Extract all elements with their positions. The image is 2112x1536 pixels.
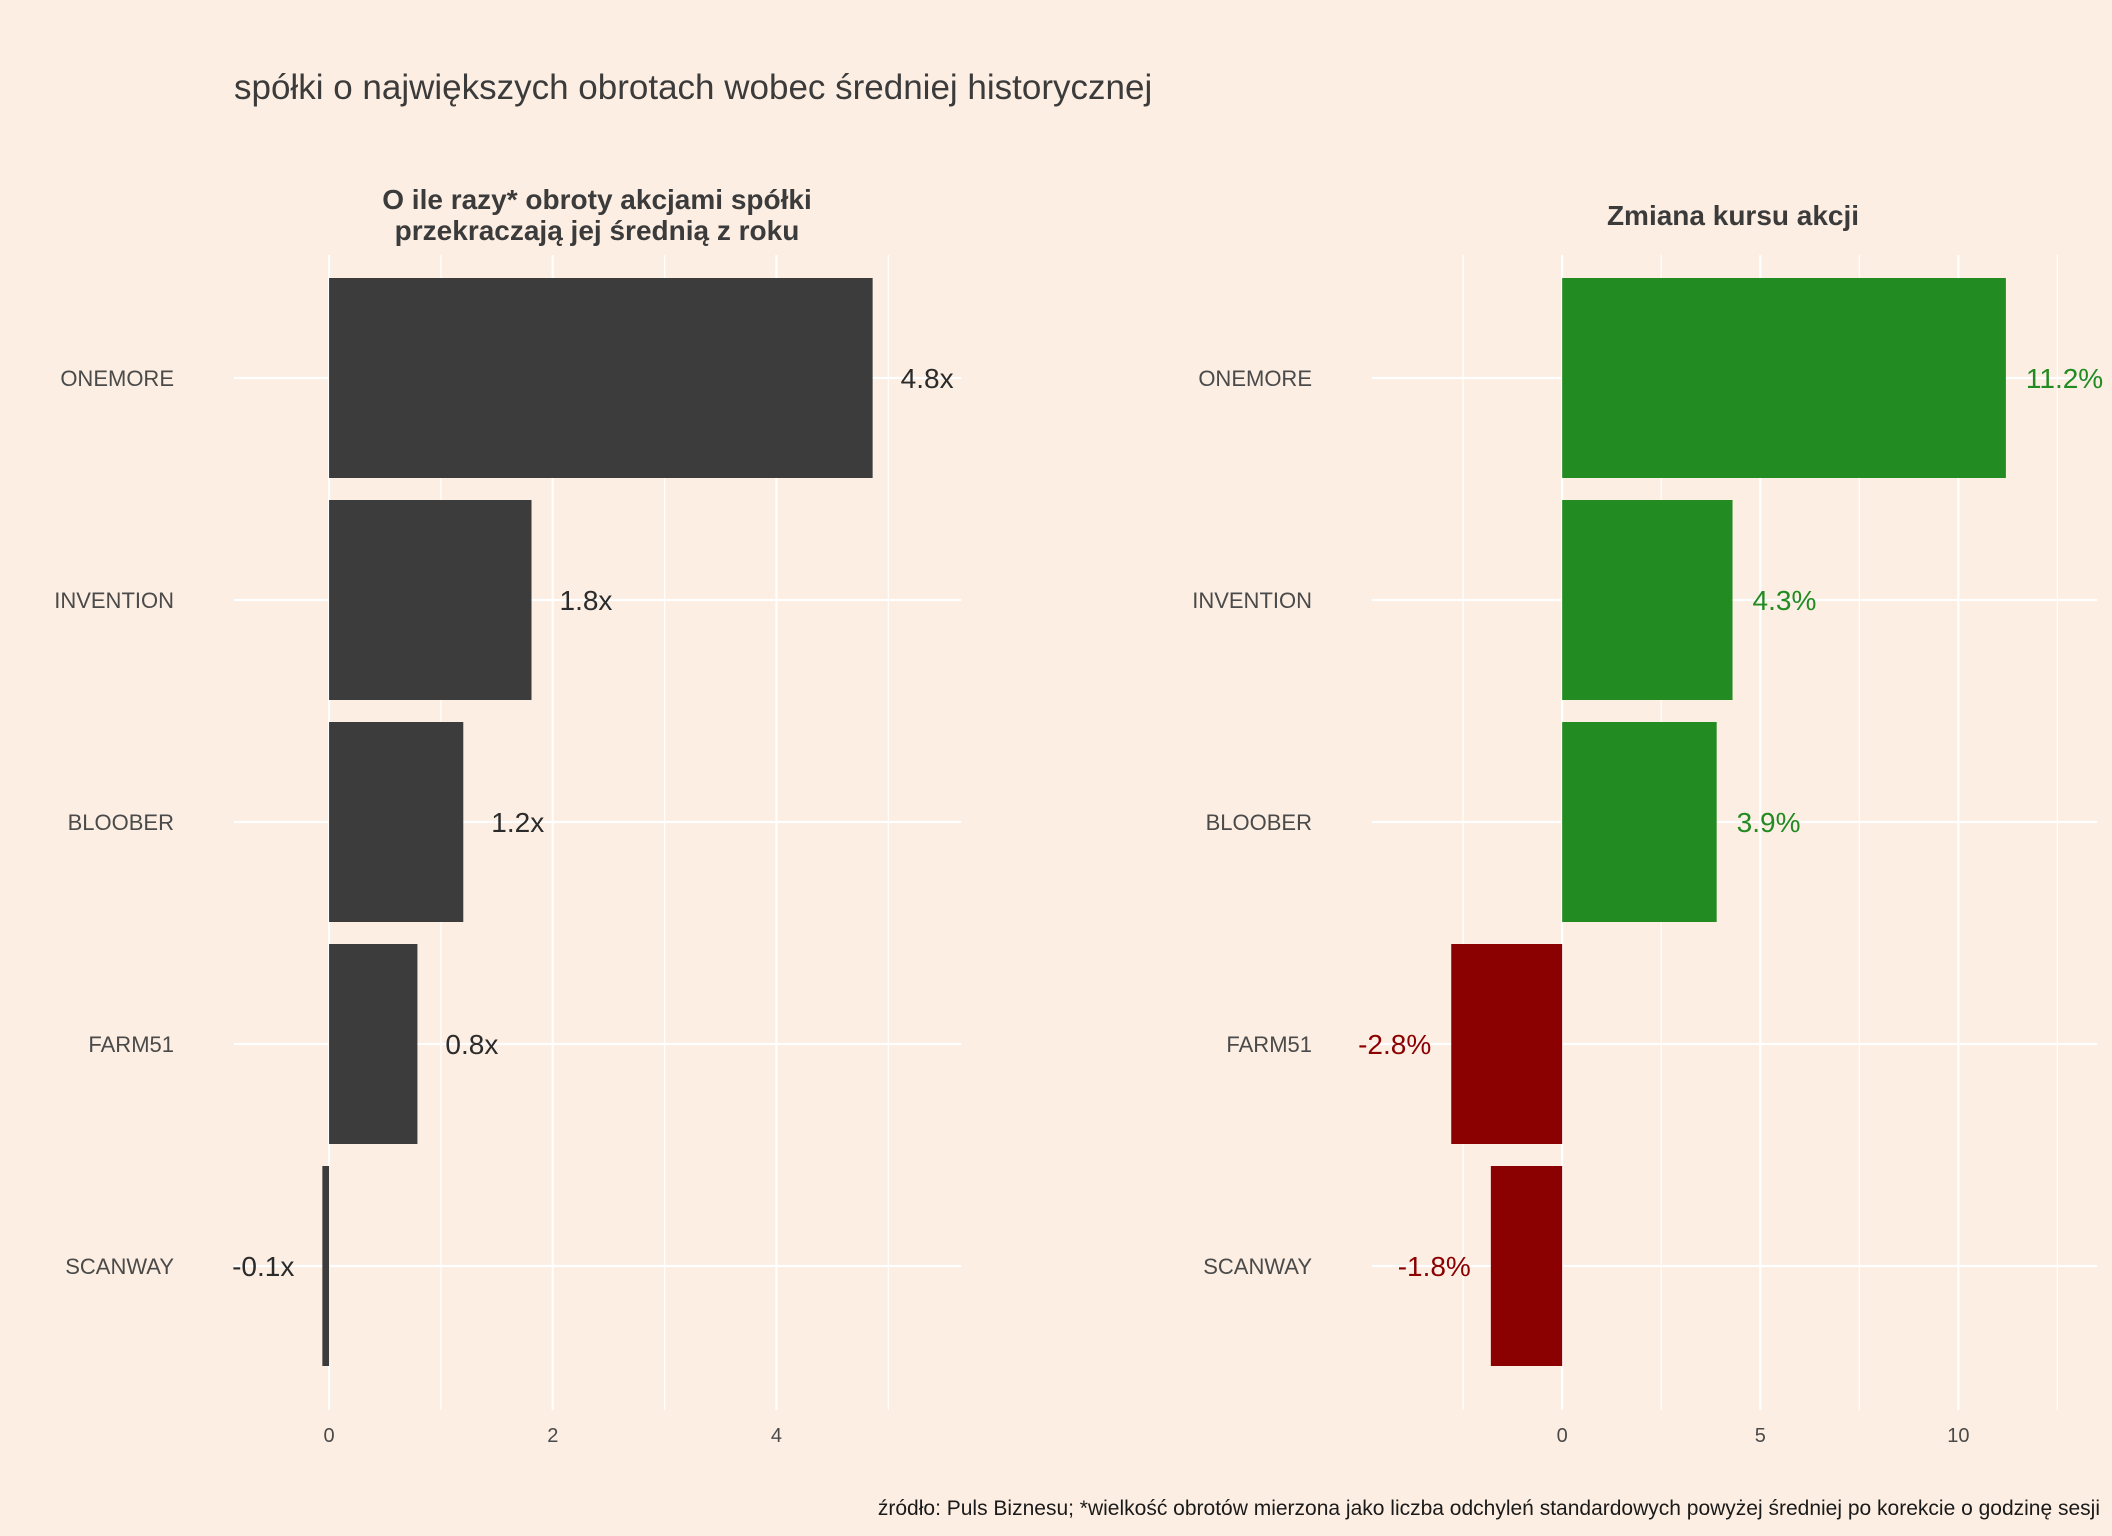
price-change-category-label-bloober: BLOOBER [1206, 810, 1312, 835]
turnover-bar-bloober [329, 722, 464, 922]
turnover-tick-label: 4 [771, 1425, 782, 1447]
price-change-category-label-invention: INVENTION [1192, 588, 1312, 613]
price-change-tick-label: 0 [1557, 1425, 1568, 1447]
turnover-value-label-farm51: 0.8x [445, 1029, 498, 1060]
turnover-panel-title-line-2: przekraczają jej średnią z roku [395, 215, 800, 246]
turnover-panel: O ile razy* obroty akcjami spółki przekr… [54, 184, 961, 1447]
turnover-tick-label: 0 [324, 1425, 335, 1447]
turnover-category-label-scanway: SCANWAY [65, 1254, 174, 1279]
price-change-bar-scanway [1490, 1166, 1563, 1366]
price-change-bar-bloober [1562, 722, 1717, 922]
turnover-category-label-onemore: ONEMORE [60, 366, 174, 391]
turnover-category-label-farm51: FARM51 [88, 1032, 174, 1057]
source-caption: źródło: Puls Biznesu; *wielkość obrotów … [878, 1497, 2100, 1520]
price-change-category-label-farm51: FARM51 [1226, 1032, 1312, 1057]
price-change-value-label-farm51: -2.8% [1358, 1029, 1431, 1060]
turnover-bar-invention [329, 500, 532, 700]
turnover-tick-label: 2 [547, 1425, 558, 1447]
turnover-panel-title-line-1: O ile razy* obroty akcjami spółki [382, 184, 812, 215]
turnover-bar-farm51 [329, 944, 418, 1144]
price-change-value-label-onemore: 11.2% [2026, 363, 2103, 394]
turnover-value-label-onemore: 4.8x [901, 363, 954, 394]
turnover-category-label-bloober: BLOOBER [68, 810, 174, 835]
price-change-category-label-scanway: SCANWAY [1203, 1254, 1312, 1279]
price-change-value-label-scanway: -1.8% [1398, 1251, 1471, 1282]
price-change-value-label-invention: 4.3% [1753, 585, 1817, 616]
price-change-bar-onemore [1562, 278, 2006, 478]
turnover-bar-scanway [322, 1166, 330, 1366]
turnover-bar-onemore [329, 278, 873, 478]
chart-title: spółki o największych obrotach wobec śre… [234, 68, 1152, 107]
price-change-bar-invention [1562, 500, 1733, 700]
price-change-category-label-onemore: ONEMORE [1198, 366, 1312, 391]
price-change-tick-label: 5 [1755, 1425, 1766, 1447]
price-change-value-label-bloober: 3.9% [1737, 807, 1801, 838]
turnover-value-label-invention: 1.8x [560, 585, 613, 616]
price-change-bar-farm51 [1451, 944, 1563, 1144]
turnover-value-label-scanway: -0.1x [232, 1251, 294, 1282]
price-change-panel: Zmiana kursu akcji ONEMORE 11.2% INVENTION… [1192, 200, 2103, 1447]
price-change-tick-label: 10 [1947, 1425, 1969, 1447]
turnover-category-label-invention: INVENTION [54, 588, 174, 613]
turnover-value-label-bloober: 1.2x [491, 807, 544, 838]
price-change-panel-title: Zmiana kursu akcji [1607, 200, 1859, 231]
